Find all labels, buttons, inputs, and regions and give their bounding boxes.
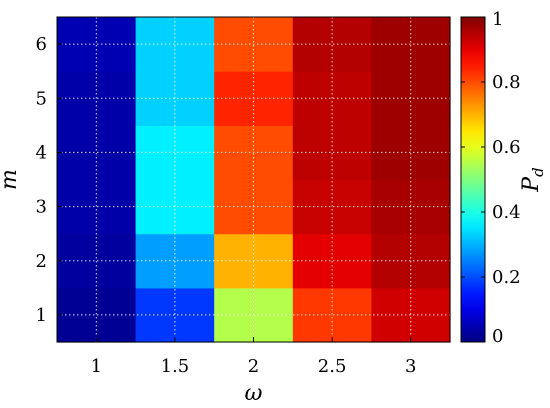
x-tick-label: 2.5 bbox=[318, 356, 347, 377]
colorbar-label-main: P bbox=[519, 176, 544, 193]
x-tick-label: 1 bbox=[91, 356, 102, 377]
x-axis-label: ω bbox=[245, 381, 263, 406]
colorbar-tick-label: 0 bbox=[492, 326, 503, 347]
colorbar-tick-label: 1 bbox=[492, 9, 503, 30]
x-axis-ticks: 1 1.5 2 2.5 3 bbox=[91, 337, 416, 377]
colorbar-ticks: 0 0.2 0.4 0.6 0.8 1 bbox=[461, 9, 521, 347]
x-tick-label: 2 bbox=[248, 356, 259, 377]
y-tick-label: 2 bbox=[36, 251, 47, 272]
y-tick-label: 3 bbox=[36, 197, 47, 218]
colorbar-tick-label: 0.4 bbox=[492, 202, 521, 223]
colorbar-tick-label: 0.8 bbox=[492, 72, 521, 93]
x-tick-label: 3 bbox=[405, 356, 416, 377]
y-tick-label: 1 bbox=[36, 305, 47, 326]
y-tick-label: 5 bbox=[36, 88, 47, 109]
y-axis-ticks: 1 2 3 4 5 6 bbox=[36, 34, 62, 326]
y-tick-label: 6 bbox=[36, 34, 47, 55]
colorbar-label-sub: d bbox=[529, 167, 547, 177]
y-axis-label: m bbox=[0, 169, 22, 190]
colorbar-tick-label: 0.2 bbox=[492, 267, 521, 288]
grid-lines bbox=[57, 17, 450, 342]
colorbar-label: Pd bbox=[519, 167, 547, 192]
y-tick-label: 4 bbox=[36, 142, 47, 163]
colorbar bbox=[460, 16, 486, 343]
colorbar-tick-label: 0.6 bbox=[492, 137, 521, 158]
x-tick-label: 1.5 bbox=[161, 356, 190, 377]
